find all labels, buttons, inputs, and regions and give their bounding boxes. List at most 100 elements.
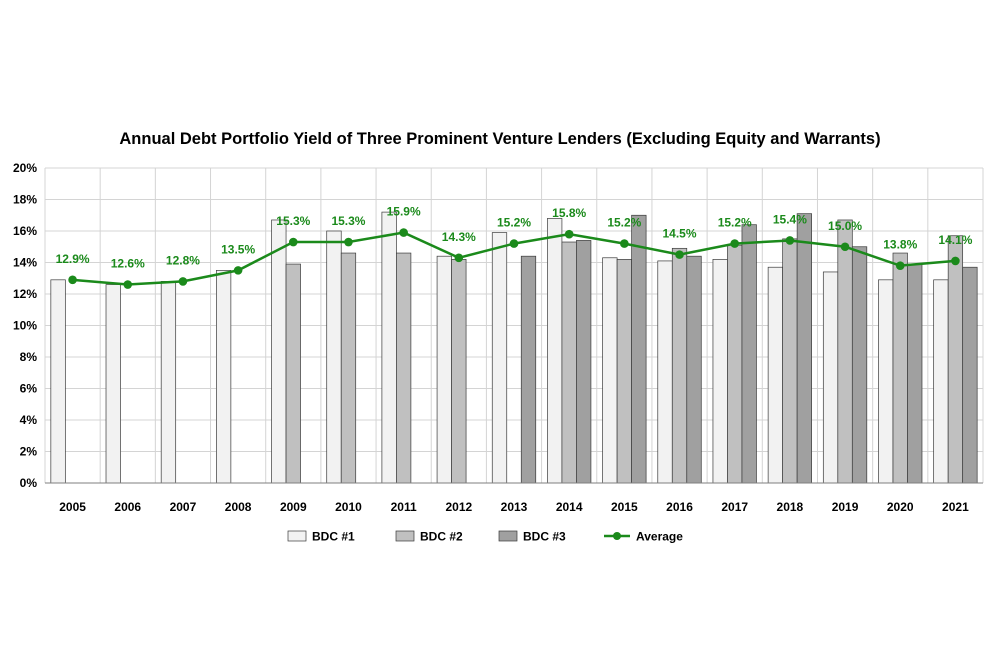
bar-bdc-3-2015 (631, 214, 647, 484)
x-tick-label: 2013 (501, 500, 528, 514)
average-point (344, 237, 353, 247)
bars-layer (50, 211, 978, 484)
bar-bdc-2-2019 (837, 219, 853, 484)
average-data-label: 15.3% (331, 214, 365, 228)
bar-bdc-1-2005 (50, 279, 66, 484)
bar-bdc-3-2017 (741, 224, 757, 484)
bar-bdc-1-2017 (712, 259, 728, 484)
average-point (454, 253, 464, 263)
bar-bdc-1-2021 (933, 279, 949, 484)
average-data-label: 15.2% (607, 216, 641, 230)
bar-bdc-2-2018 (782, 238, 798, 484)
average-data-label: 15.2% (497, 216, 531, 230)
average-point (840, 242, 850, 252)
average-point (675, 250, 684, 259)
x-tick-label: 2018 (777, 500, 804, 514)
bar-bdc-1-2016 (657, 260, 673, 484)
average-point (509, 239, 519, 248)
bar-bdc-1-2010 (326, 230, 342, 484)
y-tick-label: 0% (20, 476, 38, 490)
y-tick-label: 4% (20, 413, 38, 427)
average-data-label: 15.4% (773, 212, 807, 226)
bar-bdc-2-2021 (947, 235, 964, 484)
bar-bdc-2-2020 (892, 252, 908, 484)
y-tick-label: 18% (13, 193, 37, 207)
bar-bdc-2-2012 (451, 259, 467, 484)
x-tick-label: 2014 (556, 500, 583, 514)
average-data-label: 12.8% (166, 253, 200, 267)
bar-bdc-3-2019 (851, 246, 868, 484)
average-point (399, 228, 408, 237)
bar-bdc-2-2014 (561, 241, 577, 484)
y-tick-label: 8% (20, 350, 38, 364)
average-data-label: 13.8% (883, 238, 917, 252)
chart-title: Annual Debt Portfolio Yield of Three Pro… (119, 130, 880, 148)
x-tick-label: 2008 (225, 500, 252, 514)
bar-bdc-2-2015 (616, 259, 632, 484)
bar-bdc-3-2021 (962, 266, 978, 484)
bar-bdc-1-2012 (436, 255, 452, 484)
bar-bdc-1-2007 (160, 281, 177, 484)
bar-bdc-3-2014 (576, 240, 592, 484)
y-tick-label: 2% (20, 445, 38, 459)
average-point (178, 277, 188, 286)
average-data-label: 15.8% (552, 206, 586, 220)
average-data-label: 15.9% (387, 205, 421, 219)
y-tick-label: 16% (13, 224, 37, 238)
bar-bdc-1-2006 (105, 284, 121, 484)
legend-label: BDC #2 (420, 530, 463, 544)
average-data-label: 12.6% (111, 257, 145, 271)
legend-swatch (395, 530, 415, 542)
x-tick-label: 2005 (59, 500, 86, 514)
bar-bdc-2-2017 (727, 244, 743, 484)
x-tick-label: 2009 (280, 500, 307, 514)
bar-bdc-2-2009 (285, 263, 301, 484)
average-data-label: 14.1% (938, 233, 972, 247)
legend: BDC #1 BDC #2 BDC #3 Average (287, 530, 683, 544)
bar-bdc-1-2008 (216, 270, 232, 484)
average-point (951, 256, 960, 266)
average-data-label: 15.0% (828, 219, 862, 233)
legend-label: BDC #1 (312, 530, 355, 544)
bar-bdc-1-2009 (271, 219, 287, 484)
bar-bdc-3-2016 (686, 255, 702, 484)
legend-label: BDC #3 (523, 530, 566, 544)
legend-swatch (287, 530, 307, 542)
bar-bdc-3-2020 (907, 263, 923, 484)
y-tick-label: 14% (13, 256, 37, 270)
legend-label: Average (636, 530, 683, 544)
average-point (895, 261, 905, 270)
x-tick-label: 2012 (445, 500, 472, 514)
bar-bdc-1-2013 (491, 232, 508, 484)
bar-bdc-3-2013 (520, 255, 537, 484)
x-tick-label: 2006 (114, 500, 141, 514)
average-data-label: 14.5% (663, 227, 697, 241)
average-point (68, 275, 77, 285)
average-data-label: 12.9% (56, 252, 90, 266)
average-data-label: 15.3% (276, 214, 310, 228)
average-point (564, 229, 574, 239)
average-data-label: 13.5% (221, 242, 255, 256)
average-line-layer: 12.9% 12.6% 12.8% 13.5% 15.3% 15.3% 15.9% 14.3%… (56, 205, 973, 289)
average-point (730, 239, 740, 248)
grid-layer (44, 167, 984, 483)
axis-layer: 0% 2% 4% 6% 8% 10% 12% 14% 16% 18% 20% 2005 2006 2007… (13, 161, 983, 514)
average-point (288, 237, 298, 247)
x-tick-label: 2019 (832, 500, 859, 514)
x-tick-label: 2015 (611, 500, 638, 514)
y-tick-label: 10% (13, 319, 37, 333)
y-tick-label: 6% (20, 382, 38, 396)
y-tick-label: 20% (13, 161, 37, 175)
average-point (785, 236, 795, 245)
bar-bdc-2-2011 (396, 252, 412, 484)
x-tick-label: 2017 (721, 500, 748, 514)
x-tick-label: 2010 (335, 500, 362, 514)
y-tick-label: 12% (13, 287, 37, 301)
x-tick-label: 2016 (666, 500, 693, 514)
average-point (123, 280, 133, 289)
bar-bdc-1-2014 (547, 218, 563, 484)
legend-marker (613, 532, 621, 540)
bar-bdc-2-2010 (340, 252, 357, 484)
x-tick-label: 2011 (391, 500, 417, 514)
